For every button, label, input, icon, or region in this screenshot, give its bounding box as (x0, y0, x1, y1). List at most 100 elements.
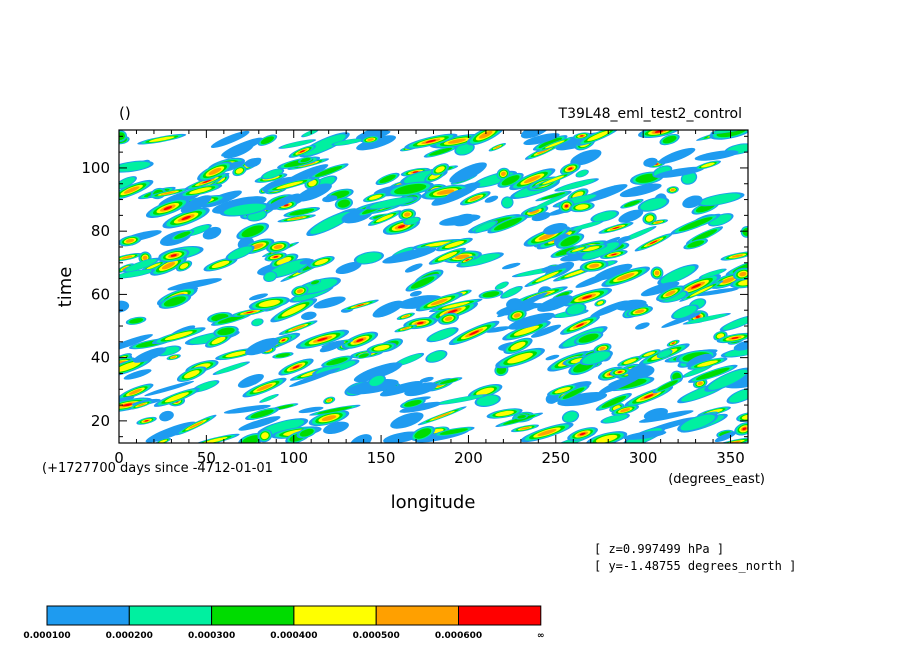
heatmap-contour (412, 171, 419, 173)
heatmap-blob (356, 135, 397, 151)
heatmap-blob (657, 264, 699, 286)
heatmap-blob (611, 404, 640, 416)
x-tick-label: 350 (716, 449, 745, 467)
heatmap-contour (268, 259, 309, 278)
heatmap-blob (598, 222, 634, 234)
heatmap-blob (485, 326, 511, 333)
heatmap-blob (288, 144, 316, 158)
heatmap-blob (448, 320, 500, 346)
heatmap-blob (212, 361, 250, 375)
heatmap-blob (635, 322, 650, 330)
heatmap-contour (261, 432, 269, 440)
heatmap-contour (427, 351, 446, 362)
heatmap-contour (495, 410, 514, 417)
heatmap-blob (570, 149, 602, 166)
heatmap-blob (600, 249, 628, 260)
heatmap-contour (616, 273, 635, 281)
heatmap-contour (425, 241, 453, 247)
heatmap-contour (241, 225, 264, 238)
heatmap-contour (654, 270, 660, 276)
heatmap-blob (245, 337, 279, 356)
heatmap-blob (260, 168, 285, 180)
heatmap-blob (147, 188, 189, 198)
heatmap-contour (416, 321, 424, 325)
y-tick-label: 60 (91, 285, 110, 303)
colorbar-swatch (211, 605, 295, 626)
heatmap-contour (303, 134, 346, 156)
heatmap-blob (423, 146, 458, 158)
heatmap-contour (572, 191, 584, 199)
heatmap-blob (323, 421, 349, 435)
heatmap-contour (119, 177, 136, 189)
heatmap-contour (557, 392, 608, 407)
heatmap-blob (620, 198, 644, 209)
heatmap-contour (469, 195, 481, 201)
heatmap-contour (119, 334, 153, 353)
heatmap-blob (166, 354, 181, 361)
heatmap-blob (438, 312, 459, 325)
heatmap-contour (217, 327, 235, 336)
heatmap-blob (365, 196, 418, 210)
heatmap-contour (289, 367, 341, 387)
heatmap-contour (627, 364, 655, 379)
heatmap-contour (444, 188, 471, 200)
heatmap-blob (570, 220, 604, 231)
heatmap-contour (537, 429, 557, 436)
heatmap-contour (582, 295, 593, 299)
heatmap-contour (571, 247, 585, 252)
heatmap-contour (402, 314, 410, 318)
annotation-z-level: [ z=0.997499 hPa ] (594, 542, 724, 556)
heatmap-contour (544, 140, 565, 149)
heatmap-contour (568, 167, 573, 170)
heatmap-blob (643, 408, 668, 420)
heatmap-contour (563, 411, 578, 422)
heatmap-blob (309, 404, 361, 416)
heatmap-blob (129, 400, 154, 410)
heatmap-contour (281, 304, 306, 317)
heatmap-blob (698, 268, 727, 279)
heatmap-contour (673, 305, 697, 319)
heatmap-blob (383, 431, 421, 443)
heatmap-contour (640, 198, 667, 211)
colorbar-label: 0.000100 (23, 631, 70, 641)
heatmap-contour (465, 259, 470, 261)
heatmap-contour (376, 214, 394, 223)
heatmap-contour (291, 325, 306, 331)
heatmap-contour (476, 395, 499, 406)
heatmap-blob (535, 190, 571, 202)
heatmap-blob (617, 236, 631, 243)
heatmap-contour (264, 272, 276, 282)
heatmap-blob (719, 314, 748, 332)
heatmap-blob (576, 130, 621, 146)
heatmap-contour (686, 353, 713, 368)
heatmap-blob (740, 226, 748, 238)
x-tick-label: 100 (279, 449, 308, 467)
heatmap-contour (211, 336, 226, 345)
heatmap-blob (223, 404, 271, 414)
heatmap-contour (300, 157, 311, 163)
heatmap-contour (356, 135, 397, 151)
heatmap-blob (298, 406, 324, 414)
heatmap-blob (656, 285, 685, 302)
heatmap-contour (660, 265, 696, 284)
heatmap-contour (188, 421, 204, 429)
heatmap-blob (435, 237, 473, 252)
heatmap-blob (659, 133, 680, 146)
heatmap-contour (128, 388, 142, 395)
heatmap-blob (397, 295, 443, 309)
annotation-y-level: [ y=-1.48755 degrees_north ] (594, 559, 796, 573)
heatmap-blob (272, 352, 294, 359)
heatmap-contour (742, 227, 748, 236)
heatmap-blob (341, 331, 379, 349)
heatmap-blob (439, 214, 481, 226)
heatmap-contour (576, 170, 588, 177)
heatmap-contour (353, 362, 403, 383)
heatmap-blob (623, 430, 667, 440)
heatmap-blob (394, 324, 417, 333)
heatmap-contour (460, 253, 501, 267)
heatmap-contour (697, 360, 718, 367)
heatmap-blob (263, 271, 278, 283)
time-units-note: (+1727700 days since -4712-01-01 (42, 461, 273, 476)
heatmap-contour (643, 351, 656, 357)
heatmap-contour (531, 193, 569, 211)
